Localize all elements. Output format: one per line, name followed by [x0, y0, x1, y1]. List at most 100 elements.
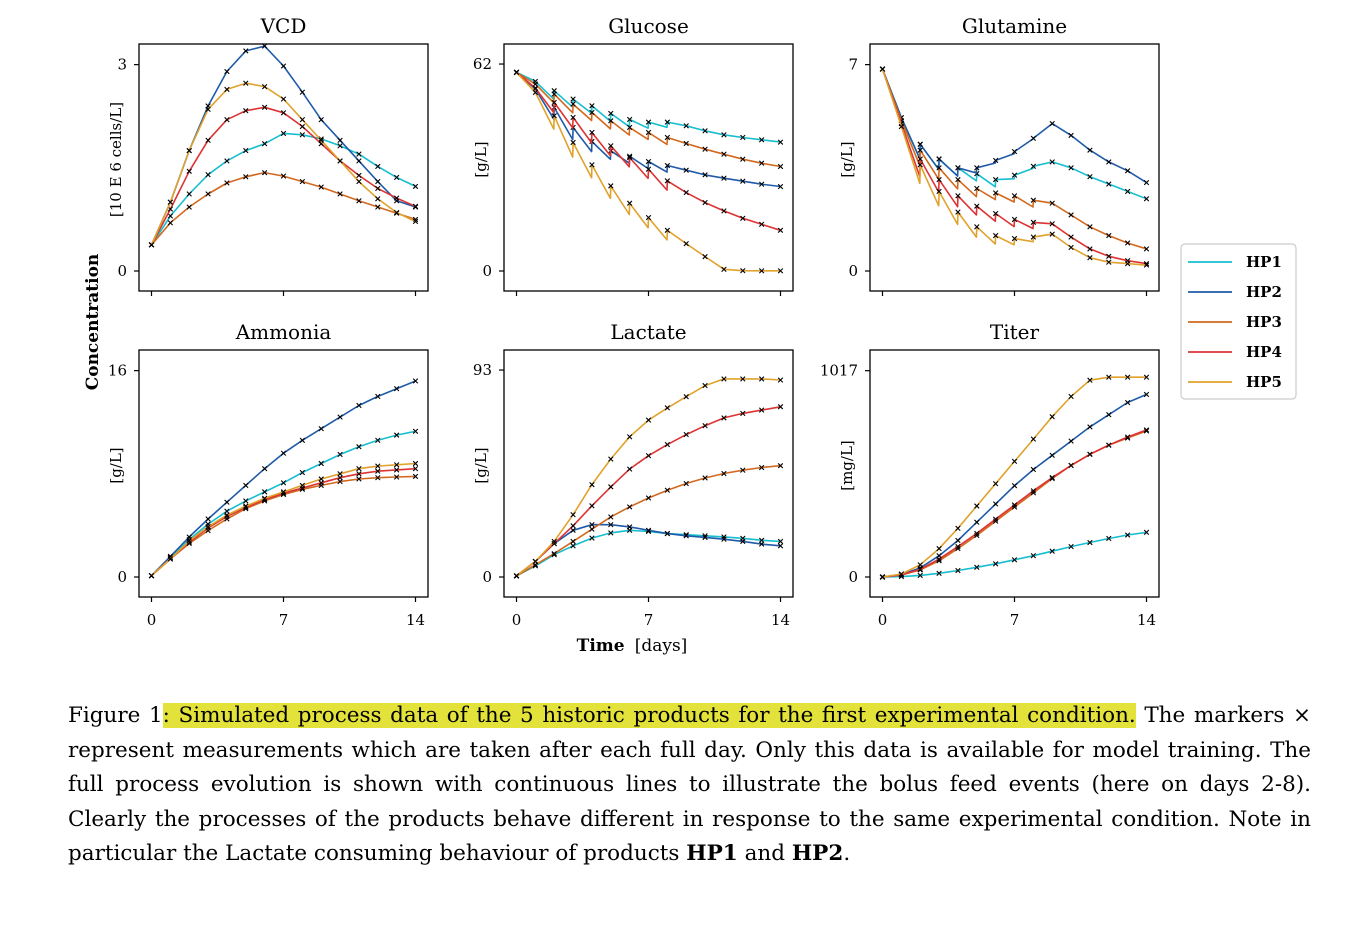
marker-hp5-ammonia-day9 [318, 476, 324, 482]
marker-hp5-glucose-day8 [664, 227, 671, 233]
marker-hp5-ammonia-day1 [167, 556, 174, 562]
marker-hp2-glucose-day10 [702, 172, 708, 178]
marker-hp5-vcd-day8 [299, 116, 306, 123]
series-hp4-glucose [513, 69, 784, 233]
marker-hp4-glucose-day4 [589, 129, 595, 136]
super-ylabel: Concentration [83, 254, 103, 391]
series-hp1-titer [879, 529, 1150, 580]
marker-hp5-glucose-day10 [702, 253, 708, 260]
line-hp5-titer [882, 376, 1147, 578]
marker-hp2-glutamine-day4 [955, 165, 961, 171]
marker-hp2-titer-day13 [1124, 399, 1131, 406]
marker-hp3-glucose-day6 [626, 124, 633, 131]
xtick-label-lactate-2: 14 [771, 611, 790, 629]
xtick-label-ammonia-2: 14 [406, 611, 425, 629]
marker-hp1-vcd-day7 [280, 130, 287, 137]
marker-hp2-titer-day4 [955, 537, 961, 544]
marker-hp3-glutamine-day4 [955, 176, 961, 183]
marker-hp1-glutamine-day8 [1030, 163, 1037, 170]
marker-hp5-ammonia-day11 [356, 465, 362, 472]
marker-hp5-vcd-day14 [412, 218, 419, 225]
marker-hp5-vcd-day10 [337, 158, 343, 164]
series-hp1-vcd [148, 130, 419, 248]
marker-hp3-lactate-day12 [740, 467, 746, 473]
marker-hp1-glucose-day8 [664, 119, 671, 125]
super-xlabel: Time [days] [577, 636, 688, 656]
marker-hp2-titer-day14 [1143, 391, 1150, 398]
marker-hp2-glucose-day8 [664, 162, 671, 169]
marker-hp1-ammonia-day6 [261, 489, 268, 495]
marker-hp2-glutamine-day10 [1068, 132, 1074, 139]
marker-hp1-glutamine-day10 [1068, 165, 1074, 171]
marker-hp5-lactate-day3 [570, 511, 576, 518]
marker-hp2-glutamine-day7 [1011, 148, 1018, 155]
marker-hp5-glucose-day1 [532, 89, 539, 96]
marker-hp3-ammonia-day10 [337, 478, 343, 485]
marker-hp5-vcd-day6 [261, 83, 268, 90]
line-hp5-lactate [516, 378, 781, 577]
caption-body: The markers × represent measurements whi… [68, 703, 1311, 866]
line-hp4-titer [882, 429, 1147, 578]
marker-hp1-vcd-day11 [356, 151, 362, 157]
marker-hp1-ammonia-day8 [299, 469, 306, 476]
marker-hp5-glutamine-day5 [974, 224, 980, 230]
marker-hp3-lactate-day5 [608, 514, 614, 520]
marker-hp5-vcd-day11 [356, 178, 362, 185]
marker-hp3-vcd-day12 [375, 204, 381, 210]
marker-hp5-glutamine-day13 [1124, 260, 1131, 267]
marker-hp4-vcd-day2 [186, 168, 192, 174]
marker-hp5-lactate-day1 [532, 558, 539, 565]
marker-hp4-lactate-day7 [645, 453, 652, 459]
marker-hp1-ammonia-day9 [318, 460, 324, 467]
marker-hp1-ammonia-day10 [337, 451, 343, 458]
marker-hp5-glucose-day12 [740, 267, 746, 274]
marker-hp2-ammonia-day11 [356, 402, 362, 409]
marker-hp2-lactate-day8 [664, 530, 671, 537]
marker-hp2-ammonia-day2 [186, 534, 192, 540]
legend-label-hp3: HP3 [1246, 313, 1282, 331]
series-hp5-lactate [513, 376, 784, 579]
marker-hp4-glutamine-day8 [1030, 219, 1037, 226]
line-hp4-lactate [516, 406, 781, 577]
marker-hp5-titer-day14 [1143, 374, 1150, 380]
marker-hp5-titer-day5 [974, 503, 980, 509]
line-hp5-glutamine [881, 68, 1147, 266]
marker-hp5-glutamine-day9 [1049, 231, 1055, 237]
legend-label-hp1: HP1 [1246, 253, 1282, 271]
marker-hp2-glucose-day7 [645, 158, 652, 165]
series-hp3-lactate [513, 463, 784, 579]
marker-hp5-glucose-day5 [608, 183, 614, 189]
marker-hp5-glutamine-day7 [1011, 235, 1018, 242]
marker-hp3-vcd-day6 [261, 169, 268, 176]
marker-hp3-glutamine-day8 [1030, 197, 1037, 203]
marker-hp3-lactate-day9 [683, 480, 689, 487]
marker-hp5-ammonia-day6 [261, 495, 268, 502]
marker-hp1-vcd-day14 [412, 183, 419, 190]
caption-hp1: HP1 [686, 841, 738, 866]
marker-hp4-glutamine-day2 [917, 156, 923, 162]
legend-label-hp4: HP4 [1246, 343, 1282, 361]
marker-hp1-glutamine-day7 [1011, 172, 1018, 178]
series-hp2-titer [879, 391, 1150, 580]
marker-hp3-glucose-day1 [532, 81, 539, 87]
marker-hp4-glucose-day12 [740, 215, 746, 221]
marker-hp5-lactate-day4 [589, 481, 595, 488]
marker-hp4-glucose-day14 [777, 227, 784, 233]
line-hp4-ammonia [150, 467, 416, 577]
marker-hp5-vcd-day13 [393, 209, 400, 216]
marker-hp4-glutamine-day7 [1011, 216, 1018, 223]
marker-hp3-glucose-day14 [777, 163, 784, 170]
marker-hp3-glutamine-day11 [1087, 224, 1093, 230]
marker-hp1-titer-day6 [992, 561, 999, 567]
marker-hp2-lactate-day9 [683, 533, 689, 539]
marker-hp3-glucose-day8 [664, 134, 671, 141]
caption-prefix: Figure 1 [68, 703, 163, 728]
marker-hp5-lactate-day2 [551, 538, 557, 545]
panel-title-ammonia: Ammonia [235, 320, 332, 344]
ytick-label-vcd-1: 3 [117, 56, 127, 74]
marker-hp3-vcd-day7 [280, 173, 287, 179]
marker-hp3-glutamine-day7 [1011, 193, 1018, 199]
series-hp5-titer [879, 374, 1150, 580]
marker-hp2-ammonia-day10 [337, 414, 343, 420]
marker-hp3-vcd-day1 [167, 220, 174, 226]
